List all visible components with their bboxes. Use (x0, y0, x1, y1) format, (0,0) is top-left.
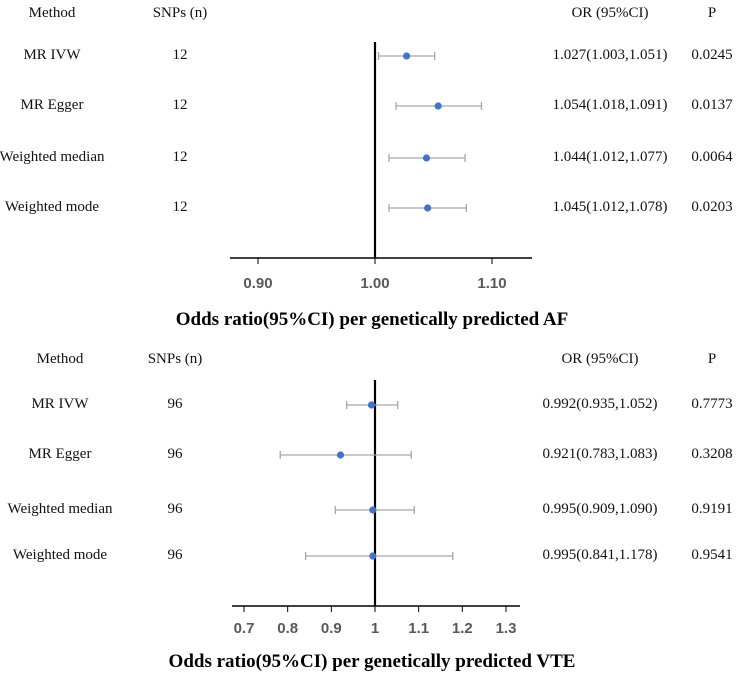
row-snps-value: 96 (167, 501, 183, 517)
row-snps-value: 96 (167, 396, 183, 412)
x-tick-label: 0.90 (243, 275, 272, 292)
column-header-or: OR (95%CI) (561, 351, 639, 367)
column-header-p: P (707, 5, 717, 21)
row-or-ci-value: 1.045(1.012,1.078) (552, 199, 668, 215)
row-snps-value: 96 (167, 547, 183, 563)
row-or-ci-value: 0.995(0.909,1.090) (542, 501, 658, 517)
column-header-snps: SNPs (n) (147, 351, 203, 367)
row-snps-value: 12 (172, 149, 188, 165)
x-tick-label: 1.1 (408, 620, 429, 637)
row-snps-value: 12 (172, 199, 188, 215)
column-header-snps: SNPs (n) (152, 5, 208, 21)
row-p-value: 0.0245 (691, 47, 733, 63)
row-or-ci-value: 0.995(0.841,1.178) (542, 547, 658, 563)
row-or-ci-value: 1.027(1.003,1.051) (552, 47, 668, 63)
row-method-label: MR Egger (28, 446, 92, 462)
row-snps-value: 96 (167, 446, 183, 462)
row-p-value: 0.9541 (691, 547, 733, 563)
row-method-label: Weighted median (7, 501, 113, 517)
column-header-method: Method (36, 351, 84, 367)
x-tick-label: 0.7 (234, 620, 255, 637)
x-tick-label: 0.9 (321, 620, 342, 637)
row-snps-value: 12 (172, 47, 188, 63)
chart-title: Odds ratio(95%CI) per genetically predic… (175, 309, 569, 330)
or-point (369, 506, 377, 514)
row-or-ci-value: 0.992(0.935,1.052) (542, 396, 658, 412)
or-point (402, 52, 411, 60)
row-p-value: 0.7773 (691, 396, 733, 412)
row-p-value: 0.0064 (691, 149, 733, 165)
or-point (367, 401, 376, 409)
row-or-ci-value: 1.044(1.012,1.077) (552, 149, 668, 165)
row-snps-value: 12 (172, 97, 188, 113)
row-method-label: Weighted median (0, 149, 105, 165)
row-method-label: Weighted mode (12, 547, 108, 563)
or-point (369, 552, 377, 560)
x-tick-label: 0.8 (277, 620, 298, 637)
or-point (422, 154, 431, 162)
or-point (336, 451, 345, 459)
row-method-label: MR IVW (31, 396, 89, 412)
x-tick-label: 1.3 (496, 620, 517, 637)
or-point (424, 204, 432, 212)
row-method-label: MR Egger (20, 97, 84, 113)
column-header-p: P (707, 351, 717, 367)
row-method-label: MR IVW (23, 47, 81, 63)
row-method-label: Weighted mode (4, 199, 100, 215)
chart-title: Odds ratio(95%CI) per genetically predic… (168, 651, 576, 672)
x-tick-label: 1.10 (477, 275, 506, 292)
x-tick-label: 1.2 (452, 620, 473, 637)
column-header-method: Method (28, 5, 76, 21)
row-p-value: 0.9191 (691, 501, 733, 517)
x-tick-label: 1.00 (360, 275, 389, 292)
or-point (434, 102, 442, 110)
row-or-ci-value: 1.054(1.018,1.091) (552, 97, 668, 113)
row-p-value: 0.0203 (691, 199, 733, 215)
x-tick-label: 1 (371, 620, 379, 637)
row-p-value: 0.3208 (691, 446, 733, 462)
column-header-or: OR (95%CI) (571, 5, 649, 21)
row-p-value: 0.0137 (691, 97, 733, 113)
row-or-ci-value: 0.921(0.783,1.083) (542, 446, 658, 462)
